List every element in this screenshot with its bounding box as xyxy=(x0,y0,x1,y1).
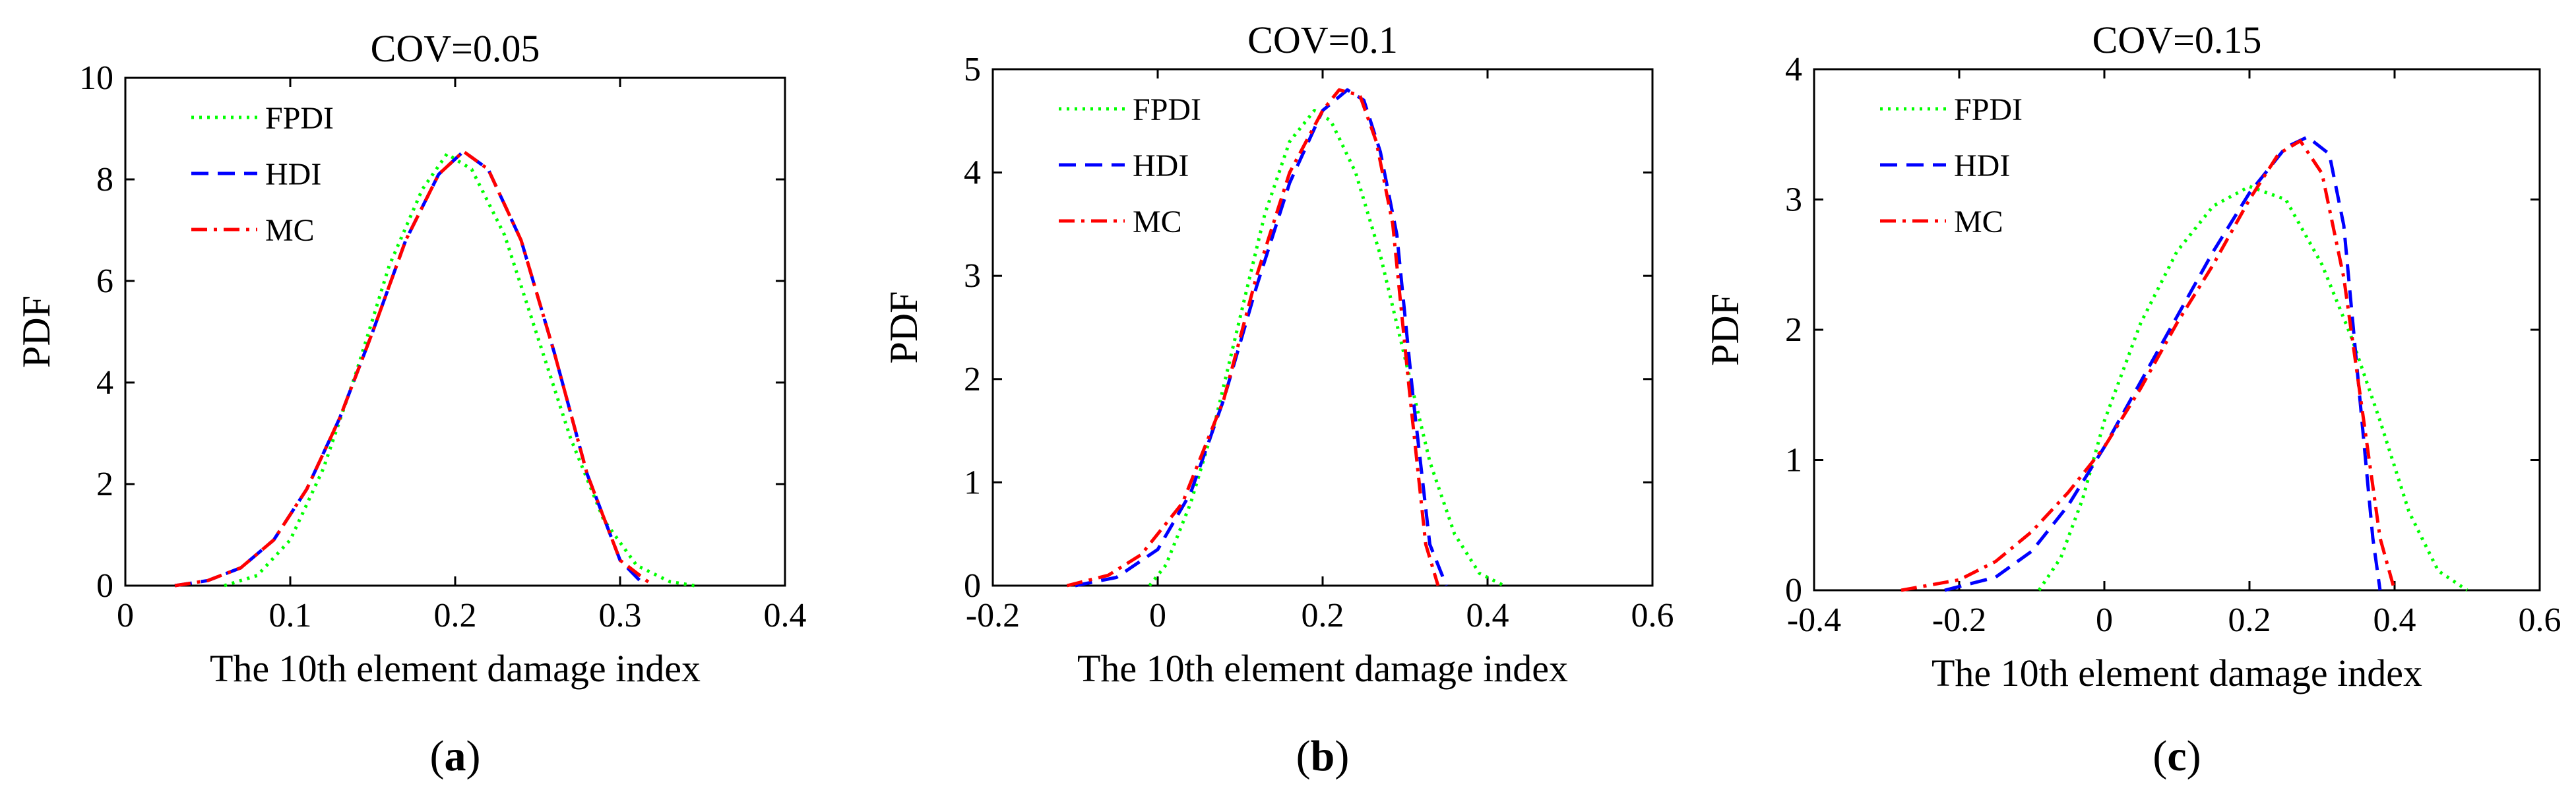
x-tick-label: 0.4 xyxy=(2373,601,2416,639)
legend-label-hdi: HDI xyxy=(1133,148,1189,183)
y-tick-label: 2 xyxy=(1785,311,1802,349)
axes-frame xyxy=(124,77,786,587)
series-line-hdi xyxy=(1075,88,1448,588)
legend-label-fpdi: FPDI xyxy=(265,101,334,136)
legend-label-mc: MC xyxy=(1954,204,2003,239)
y-tick-label: 4 xyxy=(96,364,113,402)
x-tick-label: 0 xyxy=(2096,601,2113,639)
legend-label-mc: MC xyxy=(1133,204,1182,239)
series-line-mc xyxy=(174,150,654,588)
chart-title: COV=0.15 xyxy=(2092,18,2262,61)
x-tick-label: 0.2 xyxy=(2228,601,2271,639)
chart-title: COV=0.1 xyxy=(1247,18,1398,61)
x-tick-label: -0.2 xyxy=(1932,601,1986,639)
series-line-mc xyxy=(1066,88,1440,588)
y-axis-label: PDF xyxy=(15,295,58,368)
x-tick-label: 0.6 xyxy=(2519,601,2561,639)
panel-c: -0.4 -0.2 0 0.2 0.4 0.6 0 1 2 3 4 COV=0.15 The 10th … xyxy=(1703,18,2561,780)
panel-label: (a) xyxy=(430,732,481,780)
series-line-hdi xyxy=(1944,135,2382,592)
y-tick-label: 3 xyxy=(964,257,981,295)
y-axis-label: PDF xyxy=(882,291,926,363)
x-tick-label: 0.1 xyxy=(269,597,312,634)
x-tick-label: -0.2 xyxy=(966,597,1020,634)
x-axis-label: The 10th element damage index xyxy=(210,647,701,690)
x-axis-label: The 10th element damage index xyxy=(1932,652,2422,694)
panel-label: (b) xyxy=(1296,732,1350,780)
y-tick-label: 3 xyxy=(1785,181,1802,219)
panel-a: 0 0.1 0.2 0.3 0.4 0 2 4 6 8 10 COV=0.05 The 10th ele… xyxy=(15,27,807,780)
y-tick-label: 1 xyxy=(964,464,981,501)
x-tick-label: 0.3 xyxy=(599,597,642,634)
y-tick-label: 2 xyxy=(964,361,981,398)
y-axis-label: PDF xyxy=(1703,293,1747,366)
x-tick-label: 0.6 xyxy=(1631,597,1674,634)
series-line-fpdi xyxy=(1148,109,1505,588)
legend-label-hdi: HDI xyxy=(1954,148,2010,183)
y-tick-label: 8 xyxy=(96,161,113,199)
x-tick-label: 0 xyxy=(1149,597,1166,634)
y-tick-label: 1 xyxy=(1785,442,1802,479)
y-tick-label: 4 xyxy=(964,154,981,192)
series-line-fpdi xyxy=(224,152,695,588)
panel-label: (c) xyxy=(2152,732,2201,780)
axes-frame xyxy=(1813,68,2541,592)
y-tick-label: 2 xyxy=(96,466,113,503)
x-tick-label: 0.2 xyxy=(1302,597,1344,634)
y-tick-label: 0 xyxy=(96,567,113,605)
chart-title: COV=0.05 xyxy=(371,27,540,70)
y-tick-label: 4 xyxy=(1785,51,1802,88)
legend-label-mc: MC xyxy=(265,213,315,248)
axes-frame xyxy=(991,68,1654,587)
legend-label-fpdi: FPDI xyxy=(1133,92,1201,127)
x-tick-label: 0 xyxy=(117,597,134,634)
series-line-mc xyxy=(1901,139,2397,592)
y-tick-label: 10 xyxy=(79,59,113,97)
y-tick-label: 5 xyxy=(964,51,981,88)
x-axis-label: The 10th element damage index xyxy=(1077,647,1568,690)
y-tick-label: 0 xyxy=(964,567,981,605)
legend-label-fpdi: FPDI xyxy=(1954,92,2023,127)
x-tick-label: 0.4 xyxy=(1466,597,1509,634)
legend-label-hdi: HDI xyxy=(265,157,321,192)
x-tick-label: -0.4 xyxy=(1787,601,1841,639)
y-tick-label: 6 xyxy=(96,262,113,300)
x-tick-label: 0.4 xyxy=(764,597,807,634)
series-line-fpdi xyxy=(2037,185,2468,592)
y-tick-label: 0 xyxy=(1785,572,1802,609)
x-tick-label: 0.2 xyxy=(434,597,477,634)
